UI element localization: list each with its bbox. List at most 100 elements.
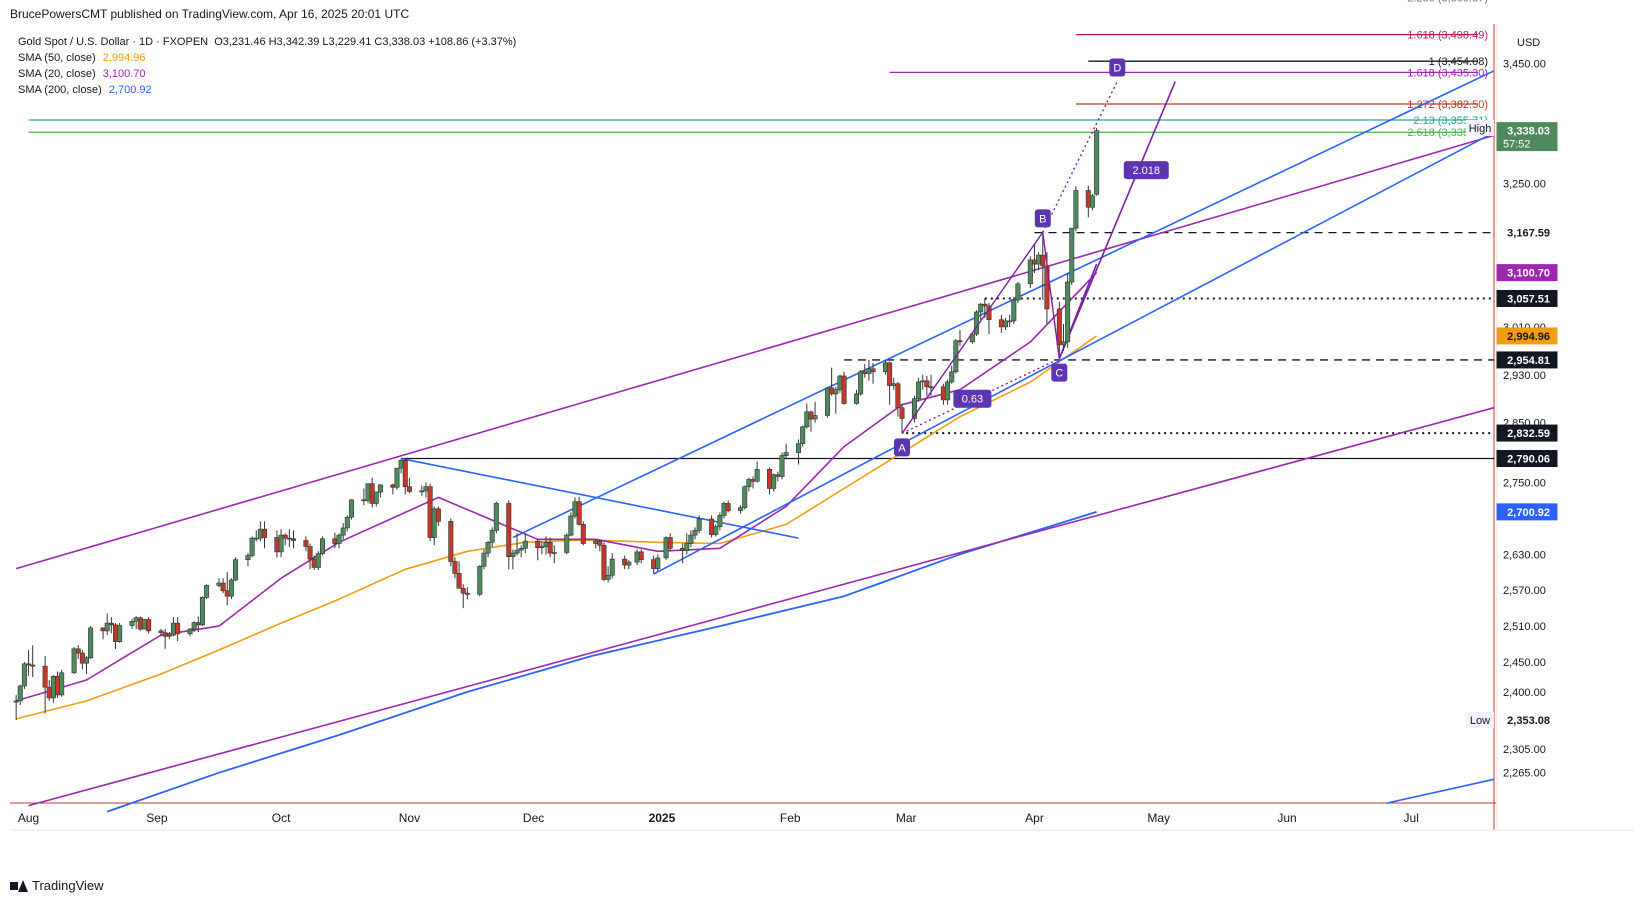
x-tick-2: Oct <box>272 811 291 825</box>
candle-body-111 <box>663 537 669 559</box>
candle-body-18 <box>112 624 118 642</box>
candle-body-157 <box>928 386 934 389</box>
candle-body-69 <box>406 486 412 492</box>
price-label-box-1 <box>1496 122 1558 152</box>
candle-body-107 <box>634 551 640 563</box>
candle-body-136 <box>808 411 814 420</box>
candle-body-66 <box>394 467 400 488</box>
candle-body-156 <box>924 380 930 388</box>
candle-body-112 <box>667 537 673 549</box>
candle-body-16 <box>104 622 110 632</box>
trendline-4 <box>400 457 799 539</box>
candle-body-180 <box>1065 281 1071 343</box>
candle-body-158 <box>940 386 946 401</box>
candle-body-29 <box>175 622 181 635</box>
candle-body-39 <box>233 559 239 581</box>
candle-body-154 <box>916 381 922 400</box>
price-axis[interactable]: USD3,450.003,250.003,010.002,930.002,850… <box>1466 37 1558 780</box>
candle-body-124 <box>742 486 748 508</box>
legend-sma200-row[interactable]: SMA (200, close) 2,700.92 <box>18 82 516 98</box>
candle-body-174 <box>1031 259 1037 265</box>
candle-body-25 <box>158 630 164 633</box>
candle-body-15 <box>100 627 106 632</box>
candle-body-121 <box>721 503 727 516</box>
candle-body-36 <box>220 582 226 592</box>
x-tick-10: Jun <box>1277 811 1296 825</box>
candle-body-34 <box>204 585 210 598</box>
candle-body-4 <box>30 664 36 667</box>
trendline-2 <box>512 70 1495 539</box>
trendline-6 <box>1058 81 1176 359</box>
price-label-6: 2,954.81 <box>1507 355 1550 367</box>
candle-body-93 <box>547 542 553 554</box>
candle-body-84 <box>493 503 499 531</box>
price-label-box-3 <box>1496 264 1558 282</box>
candle-body-183 <box>1085 190 1091 208</box>
trendline-0 <box>15 134 1495 570</box>
trendlines <box>15 70 1495 807</box>
candle-body-71 <box>423 486 429 492</box>
candle-body-122 <box>725 503 731 511</box>
price-tag-10: Low <box>1470 715 1490 727</box>
candle-body-181 <box>1069 227 1075 283</box>
candle-body-64 <box>377 484 383 493</box>
abcd-marker-A <box>894 438 911 457</box>
candle-body-8 <box>55 676 61 696</box>
candle-body-23 <box>141 619 147 630</box>
time-axis[interactable]: Aug Sep Oct Nov Dec 2025 Feb Mar Apr May Jun Jul <box>18 811 1419 825</box>
candle-body-165 <box>978 303 984 313</box>
candle-body-1 <box>17 685 23 702</box>
candle-body-56 <box>336 534 342 544</box>
price-tag-box-0 <box>1466 120 1494 136</box>
price-label-box-6 <box>1496 351 1558 369</box>
candle-body-44 <box>262 528 268 538</box>
abcd-label-D: D <box>1113 63 1121 75</box>
candle-body-141 <box>837 375 843 391</box>
candle-body-12 <box>79 652 85 664</box>
candle-body-35 <box>216 582 222 586</box>
y-tick-6: 2,630.00 <box>1503 549 1546 561</box>
legend-sma50-row[interactable]: SMA (50, close) 2,994.96 <box>18 50 516 66</box>
moving-averages <box>15 272 1098 813</box>
candle-body-128 <box>767 469 773 489</box>
x-tick-8: Apr <box>1025 811 1044 825</box>
legend-sma20-label: SMA (20, close) <box>18 68 96 80</box>
candle-body-78 <box>460 588 466 594</box>
y-tick-9: 2,450.00 <box>1503 657 1546 669</box>
candle-body-176 <box>1040 254 1046 267</box>
candle-body-14 <box>88 627 94 659</box>
candle-body-147 <box>870 368 876 373</box>
candle-body-75 <box>448 521 454 562</box>
candle-body-138 <box>825 387 831 416</box>
abcd-ratio-label-0: 0.63 <box>962 394 983 406</box>
price-label-box-8 <box>1496 450 1558 468</box>
candle-body-159 <box>945 381 951 401</box>
price-label-box-5 <box>1496 327 1558 345</box>
candle-body-160 <box>949 371 955 383</box>
candle-body-151 <box>895 383 901 408</box>
candle-body-6 <box>46 686 52 699</box>
candle-body-79 <box>464 592 470 595</box>
y-tick-8: 2,510.00 <box>1503 621 1546 633</box>
candle-body-133 <box>796 443 802 453</box>
candle-body-106 <box>626 561 632 566</box>
candle-body-118 <box>709 518 715 535</box>
candle-body-102 <box>601 545 607 580</box>
candle-body-38 <box>228 579 234 597</box>
legend-sma20-row[interactable]: SMA (20, close) 3,100.70 <box>18 66 516 82</box>
candle-body-137 <box>812 415 818 420</box>
sma50-line <box>15 335 1098 720</box>
candle-body-45 <box>274 537 280 553</box>
legend-sma20-value: 3,100.70 <box>102 68 146 80</box>
candle-body-153 <box>911 398 917 419</box>
candle-body-86 <box>510 552 516 557</box>
legend-sma50-value: 2,994.96 <box>102 52 146 64</box>
x-tick-6: Feb <box>780 811 801 825</box>
abcd-marker-C <box>1051 363 1068 382</box>
abcd-ratio-box-1 <box>1123 161 1169 180</box>
price-label-box-7 <box>1496 424 1558 442</box>
candle-body-101 <box>597 540 603 546</box>
footer-brand[interactable]: TradingView <box>10 878 104 893</box>
candle-body-48 <box>286 537 292 540</box>
